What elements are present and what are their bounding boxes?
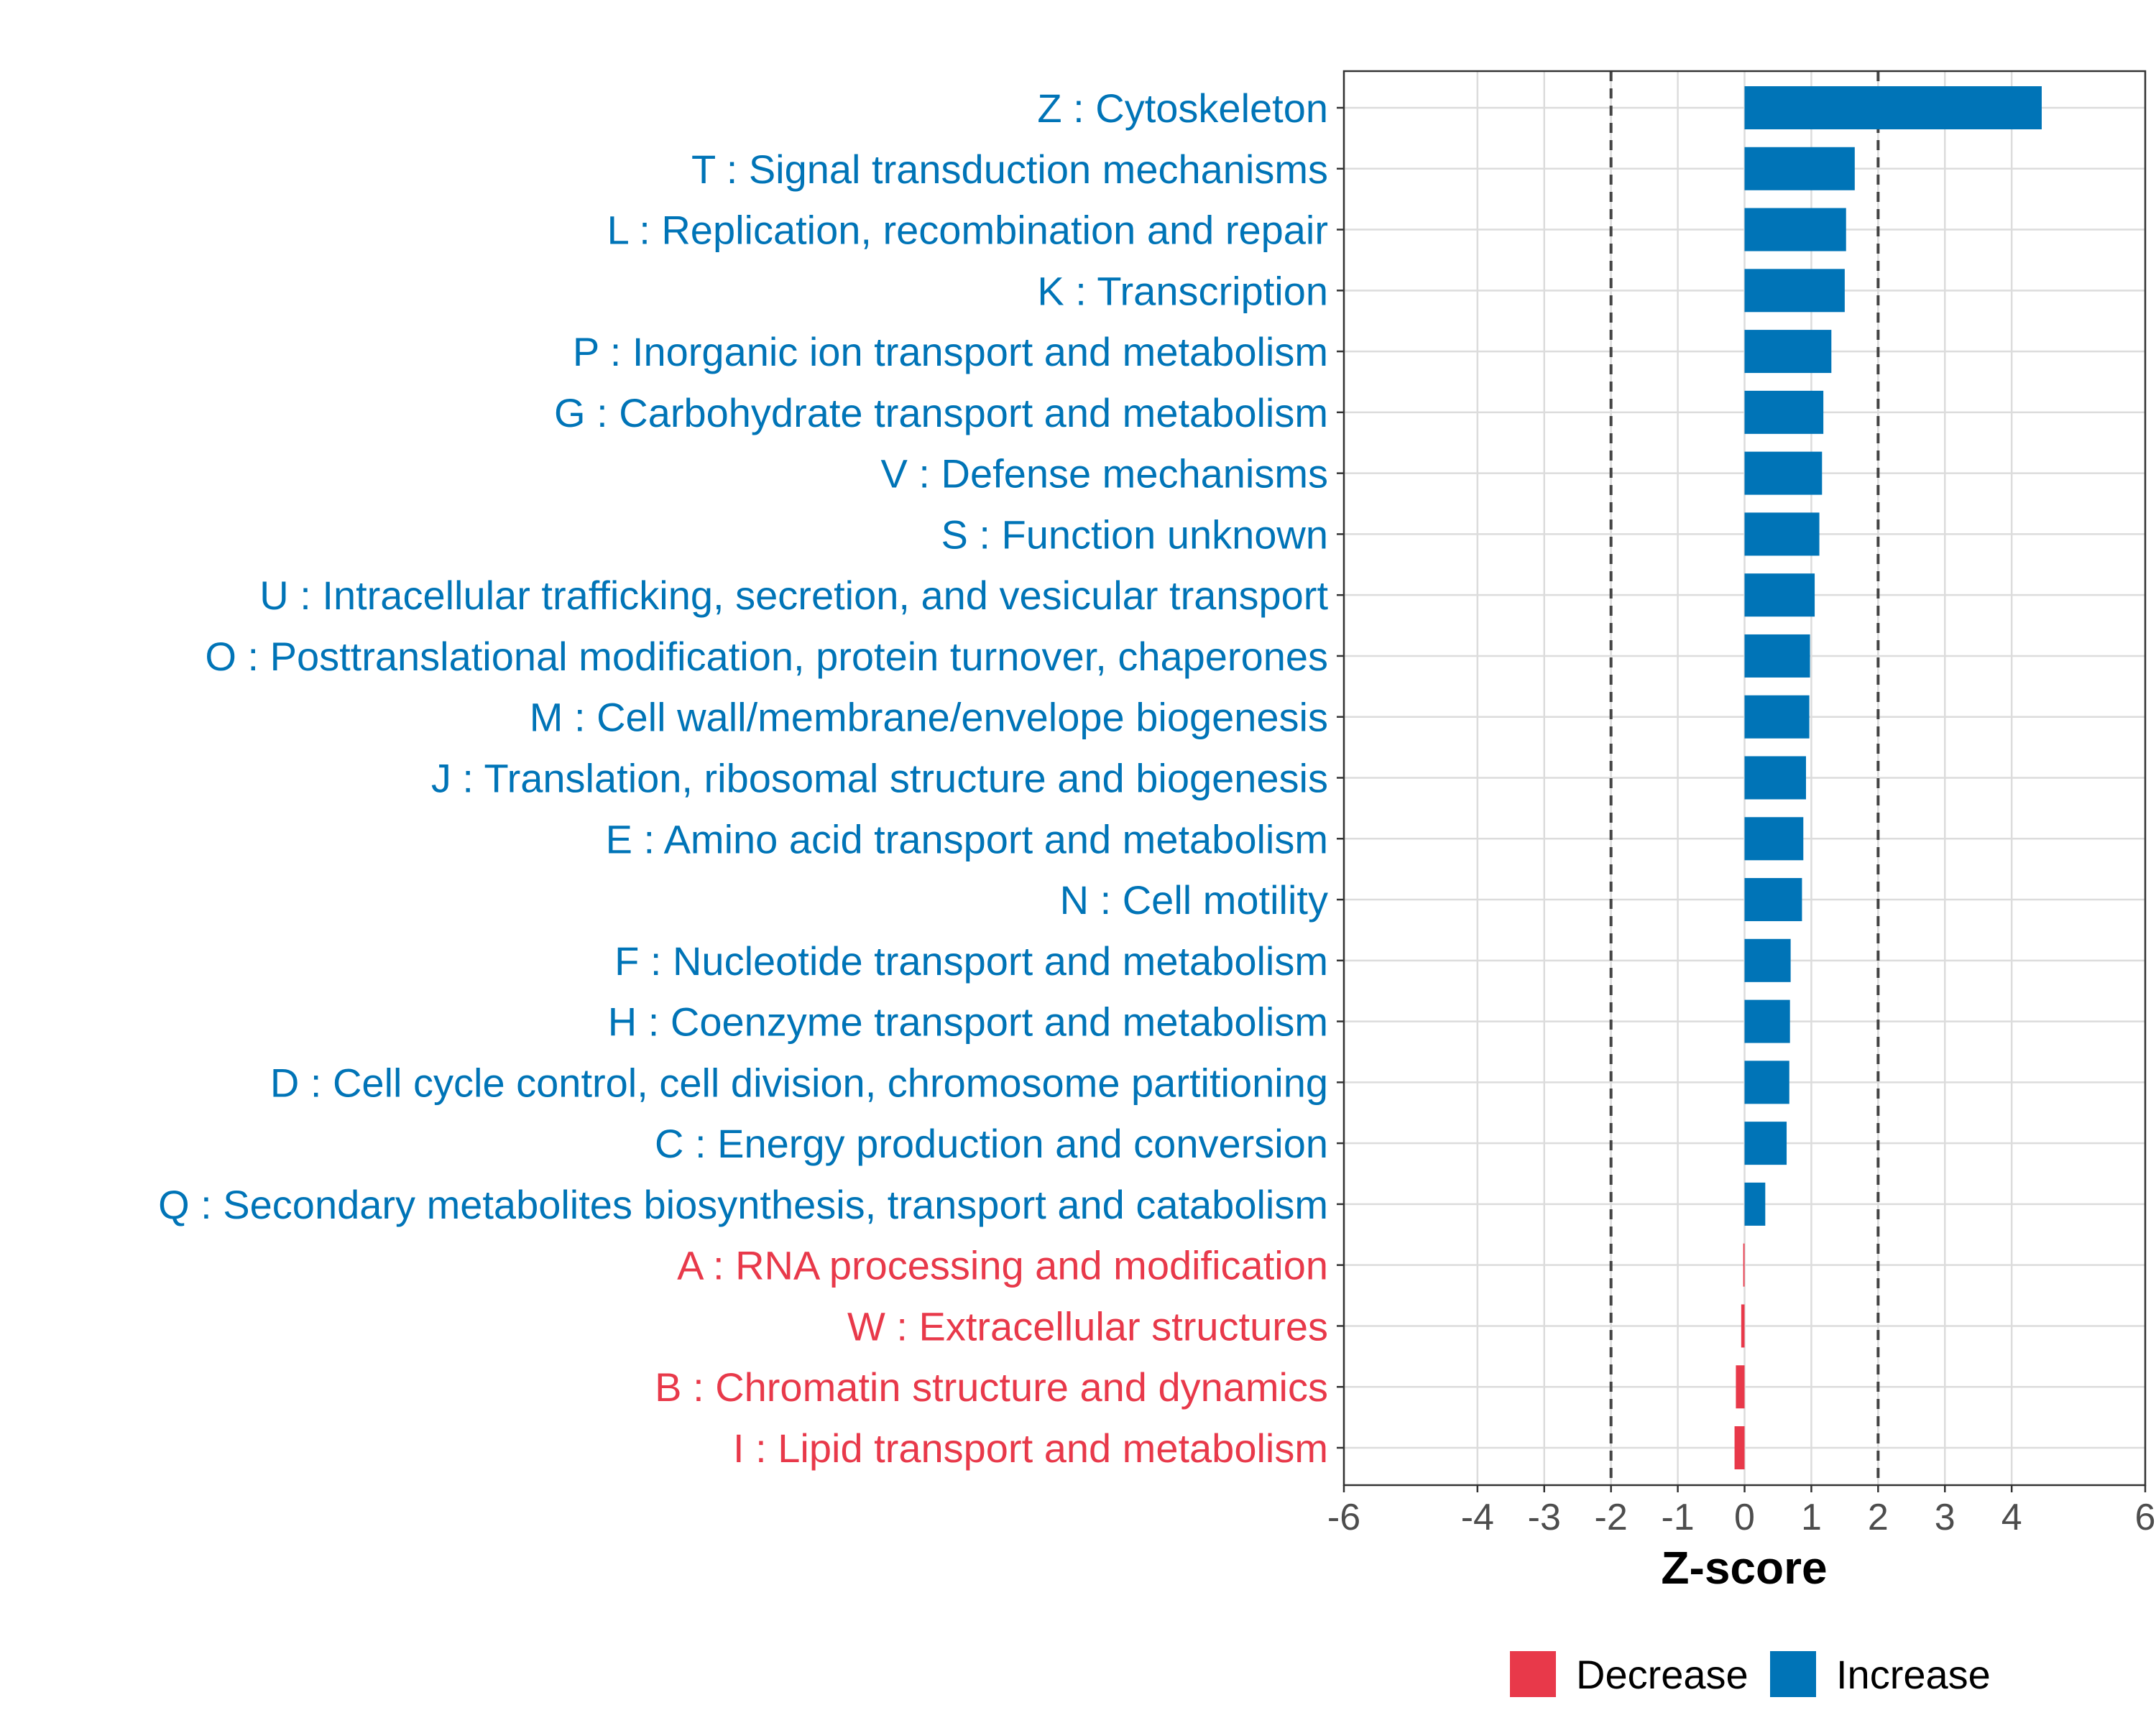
category-label: T : Signal transduction mechanisms <box>691 147 1328 192</box>
category-label: L : Replication, recombination and repai… <box>607 208 1328 253</box>
x-tick-label: 1 <box>1801 1497 1822 1538</box>
category-label: B : Chromatin structure and dynamics <box>655 1364 1328 1410</box>
x-tick-label: 4 <box>2001 1497 2022 1538</box>
bar <box>1744 147 1855 190</box>
bar <box>1744 634 1810 678</box>
x-tick-label: 0 <box>1734 1497 1755 1538</box>
category-label: K : Transcription <box>1037 268 1328 313</box>
bar <box>1744 938 1791 982</box>
category-label: S : Function unknown <box>941 512 1328 557</box>
y-axis-labels: Z : Cytoskeleton T : Signal transduction … <box>158 86 1328 1471</box>
bar <box>1744 208 1846 251</box>
legend-label-decrease: Decrease <box>1576 1652 1749 1697</box>
category-label: I : Lipid transport and metabolism <box>733 1426 1328 1471</box>
legend-swatch-increase <box>1770 1651 1816 1697</box>
category-label: O : Posttranslational modification, prot… <box>205 634 1328 679</box>
legend: Decrease Increase <box>1510 1651 1991 1697</box>
bar <box>1744 86 2042 129</box>
category-label: D : Cell cycle control, cell division, c… <box>270 1060 1328 1105</box>
bar <box>1744 512 1820 556</box>
category-label: W : Extracellular structures <box>847 1303 1328 1349</box>
bar <box>1736 1365 1745 1409</box>
bar <box>1744 999 1790 1043</box>
bar <box>1744 756 1806 800</box>
bar <box>1734 1426 1745 1469</box>
x-tick-label: -1 <box>1661 1497 1694 1538</box>
x-tick-label: -2 <box>1595 1497 1628 1538</box>
bar <box>1744 695 1810 739</box>
category-label: P : Inorganic ion transport and metaboli… <box>573 329 1328 374</box>
legend-swatch-decrease <box>1510 1651 1556 1697</box>
category-label: J : Translation, ribosomal structure and… <box>431 756 1328 801</box>
x-axis-ticks: -6 -4 -3 -2 -1 0 1 2 3 4 6 <box>1327 1485 2156 1538</box>
category-label: U : Intracellular trafficking, secretion… <box>259 573 1328 618</box>
bar <box>1741 1304 1745 1348</box>
x-tick-label: -3 <box>1528 1497 1561 1538</box>
bar <box>1744 878 1802 922</box>
bar <box>1744 573 1815 617</box>
bar <box>1744 1122 1787 1165</box>
x-tick-label: 2 <box>1868 1497 1889 1538</box>
category-label: Z : Cytoskeleton <box>1037 86 1328 131</box>
x-tick-label: 6 <box>2135 1497 2156 1538</box>
category-label: E : Amino acid transport and metabolism <box>606 816 1328 861</box>
bar <box>1744 817 1804 861</box>
legend-label-increase: Increase <box>1836 1652 1991 1697</box>
y-axis-ticks <box>1337 106 1344 1449</box>
bar <box>1744 1061 1789 1104</box>
bar <box>1744 330 1832 374</box>
bar <box>1744 451 1823 495</box>
category-label: A : RNA processing and modification <box>677 1243 1328 1288</box>
x-tick-label: 3 <box>1935 1497 1955 1538</box>
category-label: Q : Secondary metabolites biosynthesis, … <box>158 1182 1328 1227</box>
category-label: V : Defense mechanisms <box>881 451 1328 496</box>
category-label: N : Cell motility <box>1060 877 1328 923</box>
category-label: C : Energy production and conversion <box>655 1121 1328 1166</box>
category-label: F : Nucleotide transport and metabolism <box>614 938 1328 984</box>
reference-lines <box>1609 71 1880 1485</box>
x-tick-label: -6 <box>1327 1497 1360 1538</box>
bar <box>1744 1182 1766 1226</box>
category-label: M : Cell wall/membrane/envelope biogenes… <box>530 695 1328 740</box>
x-tick-label: -4 <box>1461 1497 1494 1538</box>
bar <box>1744 269 1845 313</box>
x-axis-title: Z-score <box>1661 1542 1827 1594</box>
bar <box>1743 1243 1745 1287</box>
bars <box>1734 86 2042 1469</box>
bar <box>1744 390 1824 434</box>
category-label: H : Coenzyme transport and metabolism <box>608 999 1328 1045</box>
category-label: G : Carbohydrate transport and metabolis… <box>554 390 1328 435</box>
